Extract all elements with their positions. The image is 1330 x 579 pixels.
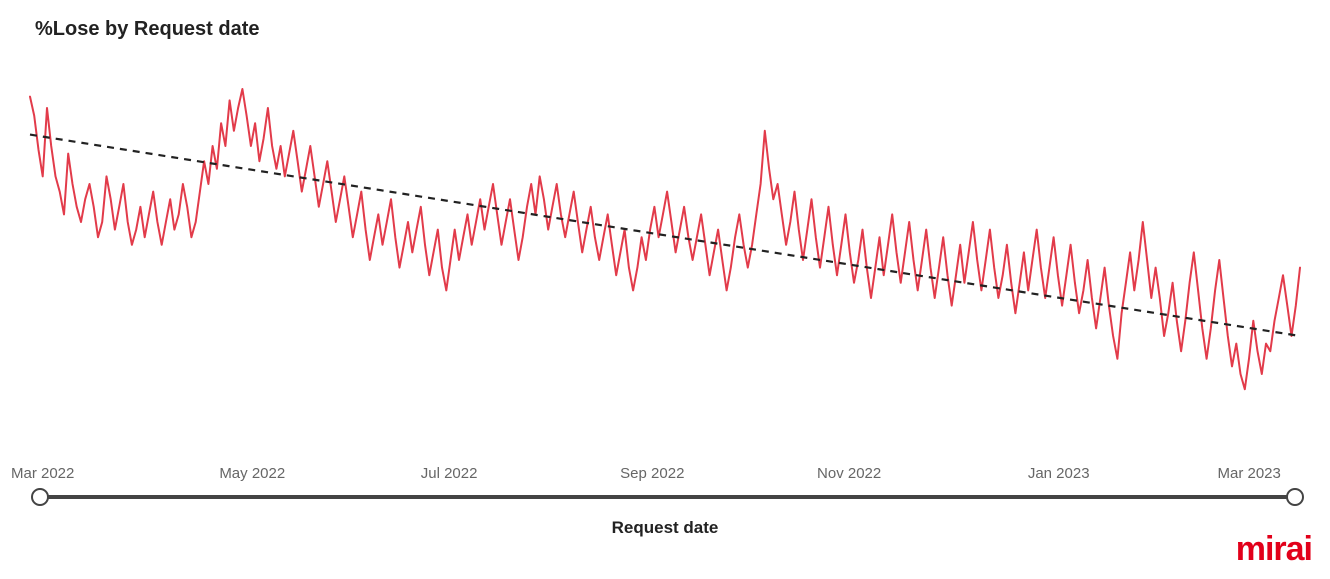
x-axis-label: Request date [0, 518, 1330, 538]
trend-line [30, 135, 1300, 336]
x-tick-label: Sep 2022 [620, 465, 684, 482]
x-tick-label: Mar 2023 [1218, 465, 1281, 482]
range-slider-handle-start[interactable] [32, 489, 48, 505]
x-tick-label: Jul 2022 [421, 465, 478, 482]
x-tick-label: Jan 2023 [1028, 465, 1090, 482]
x-tick-label: May 2022 [219, 465, 285, 482]
chart-stage: { "canvas": { "width": 1330, "height": 5… [0, 0, 1330, 579]
series-line [30, 89, 1300, 389]
brand-logo: mirai [1236, 530, 1312, 569]
chart-svg [0, 0, 1330, 579]
range-slider-handle-end[interactable] [1287, 489, 1303, 505]
x-tick-label: Mar 2022 [11, 465, 74, 482]
x-tick-label: Nov 2022 [817, 465, 881, 482]
